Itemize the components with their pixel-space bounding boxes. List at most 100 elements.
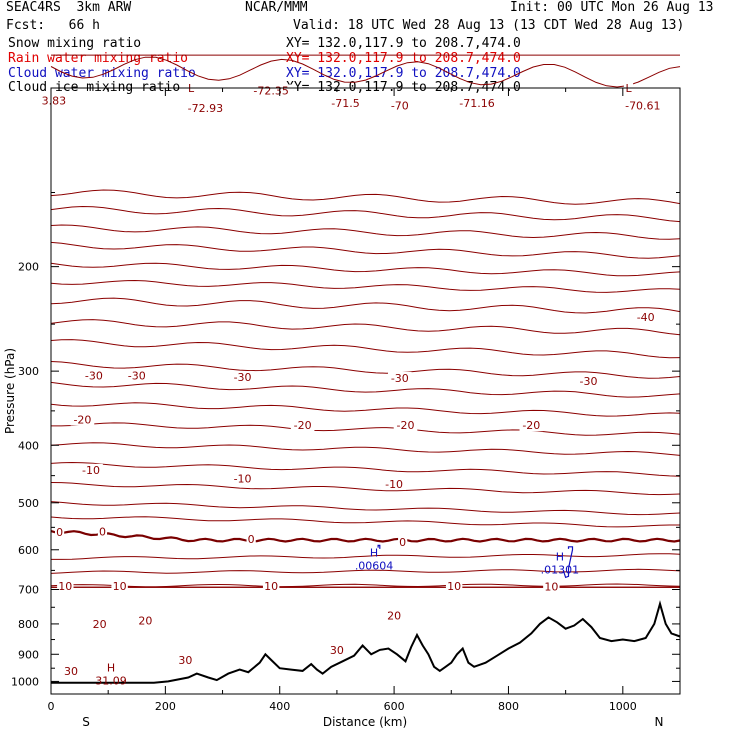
contour-label: 30 [64,665,78,678]
contour-label: 20 [387,610,401,623]
contour-label-background [393,419,418,432]
cloud-water-layer [377,544,574,579]
model-title: SEAC4RS 3km ARW [6,0,132,15]
y-tick-label: 600 [18,544,39,557]
contour-line [50,501,681,516]
contour-label-background [137,614,154,627]
contour-label-background [62,664,80,677]
contour-label-background [290,419,315,432]
contour-label-background [124,369,149,382]
contour-label-background [388,99,412,112]
contour-line [50,516,680,528]
field-name-snow: Snow mixing ratio [8,36,142,51]
y-axis-label: Pressure (hPa) [3,348,17,434]
contour-line [50,402,681,417]
contour-label: -20 [294,419,312,432]
contour-label: -70.61 [625,99,660,112]
contour-line [50,568,681,574]
x-end-label-north: N [655,715,664,729]
contour-label-background [445,579,463,592]
contour-line [50,339,681,359]
x-tick-label: 200 [155,700,176,713]
contour-label: -40 [637,311,655,324]
contour-label: 10 [264,580,278,593]
contour-label-background [326,97,365,110]
contour-label: 20 [138,615,152,628]
contour-label: -10 [385,478,403,491]
contour-line [50,241,681,259]
x-tick-label: 400 [269,700,290,713]
contour-label-background [54,525,65,538]
init-time: Init: 00 UTC Mon 26 Aug 13 [510,0,714,15]
contour-label-background [576,375,601,388]
contour-label-background [70,413,95,426]
y-tick-label: 900 [18,648,39,661]
contour-label-background [230,371,255,384]
contour-label-background [620,99,666,112]
contour-label-background [79,463,103,476]
contour-label: 0 [248,533,255,546]
contour-line [50,279,681,293]
contour-label: 0 [56,526,63,539]
contour-label: -30 [85,369,103,382]
x-tick-label: 800 [498,700,519,713]
contour-line [50,482,681,496]
contour-label: -30 [128,369,146,382]
contour-line [50,262,681,277]
x-tick-label: 0 [48,700,55,713]
contour-label-background [182,101,228,114]
contour-label: -20 [397,419,415,432]
contour-label-background [398,535,408,548]
contour-label: -10 [82,464,100,477]
extremum-marker: H [556,550,564,563]
contour-label: -71.16 [459,97,494,110]
field-xy-snow: XY= 132.0,117.9 to 208.7,474.0 [286,36,521,51]
contour-label-background [388,371,412,384]
contour-line [50,461,681,477]
contour-label: -72.93 [188,102,223,115]
contour-label-background [97,525,108,538]
contour-label-background [57,579,74,592]
contour-label: 20 [93,618,107,631]
contour-label: 30 [178,654,192,667]
contour-label-background [246,532,256,545]
contour-label-background [82,369,106,382]
x-end-label-south: S [82,715,90,729]
contour-line [51,422,681,436]
contour-line [50,361,681,379]
contour-label-background [328,643,346,656]
contour-line [50,319,681,336]
terrain-profile [51,600,681,684]
contour-label: 0 [399,536,406,549]
contour-label-background [385,609,403,622]
contour-label: -71.5 [331,97,359,110]
y-tick-label: 500 [18,497,39,510]
contour-label-background [543,580,560,593]
contour-line [51,553,681,560]
contour-label-background [230,472,255,485]
contour-label: -72.35 [253,85,288,98]
extremum-value: 31.09 [95,674,127,687]
forecast-hour: Fcst: 66 h [6,18,100,33]
extremum-marker: H [107,661,115,674]
contour-label-background [111,579,128,592]
contour-label: 10 [113,580,127,593]
y-tick-label: 700 [18,584,39,597]
contour-label: -20 [522,419,540,432]
contour-label-background [633,310,658,323]
y-tick-label: 800 [18,618,39,631]
cloud-water-contour [377,544,381,549]
contour-label-background [262,579,280,592]
contour-line [50,189,681,205]
plot-frame [50,87,681,695]
contour-line [50,583,681,588]
contour-label: 10 [447,580,461,593]
contour-label: -10 [234,472,252,485]
y-tick-label: 400 [18,439,39,452]
valid-time: Valid: 18 UTC Wed 28 Aug 13 (13 CDT Wed … [293,18,685,33]
x-tick-label: 600 [384,700,405,713]
producer-label: NCAR/MMM [245,0,308,15]
contour-label-background [38,94,70,107]
